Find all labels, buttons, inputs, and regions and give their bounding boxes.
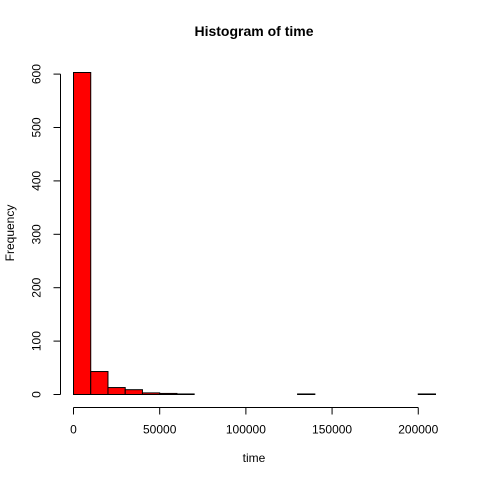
y-axis-label: Frequency [3, 205, 17, 262]
y-tick-label: 400 [30, 171, 44, 191]
y-tick-label: 600 [30, 64, 44, 84]
x-tick-label: 200000 [398, 423, 438, 437]
x-axis-label: time [243, 451, 266, 465]
x-tick-label: 150000 [312, 423, 352, 437]
histogram-bar [90, 371, 109, 396]
histogram-bar [417, 393, 436, 395]
y-tick-label: 0 [30, 391, 44, 398]
x-tick-label: 50000 [143, 423, 177, 437]
chart-title: Histogram of time [194, 23, 313, 39]
x-tick-label: 0 [70, 423, 77, 437]
histogram-bar [297, 393, 316, 395]
histogram-bar [176, 393, 195, 395]
histogram-bar [124, 389, 143, 396]
y-tick-label: 200 [30, 277, 44, 297]
y-tick-label: 100 [30, 331, 44, 351]
bars-layer [73, 72, 436, 396]
y-tick-label: 300 [30, 224, 44, 244]
y-axis: 0 100 200 300 400 500 600 [30, 64, 61, 398]
histogram-bar [141, 392, 161, 396]
histogram-bar [73, 72, 92, 395]
y-tick-label: 500 [30, 117, 44, 137]
histogram-bar [159, 392, 178, 396]
x-tick-label: 100000 [226, 423, 266, 437]
histogram-bar [107, 387, 126, 396]
x-axis: 0 50000 100000 150000 200000 [70, 407, 439, 437]
